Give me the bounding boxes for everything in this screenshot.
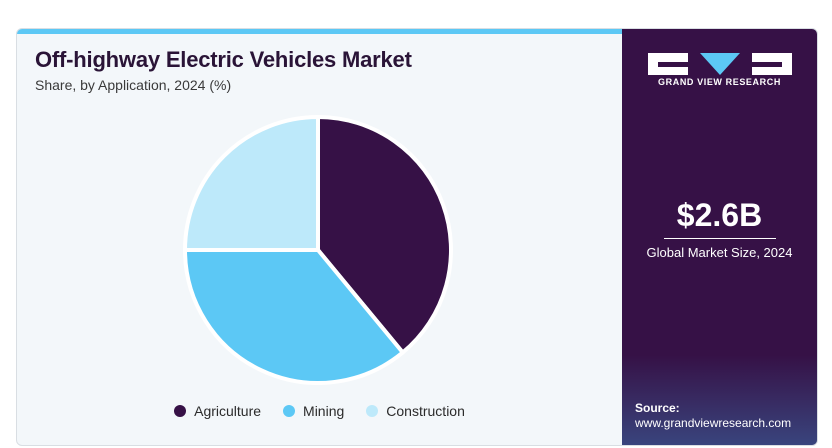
legend-swatch [366,405,379,417]
chart-panel: Off-highway Electric Vehicles Market Sha… [17,29,622,445]
pie-slice-construction [183,115,320,252]
legend-swatch [174,405,187,417]
market-size-label: Global Market Size, 2024 [646,245,793,260]
pie-slice-mining [183,248,405,385]
chart-subtitle: Share, by Application, 2024 (%) [35,77,232,93]
kpi-divider [664,238,776,239]
info-panel: GRAND VIEW RESEARCH $2.6B Global Market … [622,29,817,445]
pie-chart [183,115,453,385]
legend-item-mining: Mining [283,403,344,419]
legend-label: Mining [303,403,345,419]
accent-bar [17,29,622,34]
source-note: Source: www.grandviewresearch.com [635,401,791,431]
legend-label: Agriculture [194,403,262,419]
market-size-value: $2.6B [676,197,763,233]
legend-swatch [283,405,296,417]
chart-card: Off-highway Electric Vehicles Market Sha… [16,28,818,446]
chart-title: Off-highway Electric Vehicles Market [35,47,412,72]
chart-legend: Agriculture Mining Construction [17,403,622,419]
legend-item-construction: Construction [366,403,465,419]
brand-logo [648,53,792,75]
source-label: Source: [635,401,680,415]
logo-triangle [700,53,740,75]
source-url[interactable]: www.grandviewresearch.com [635,416,792,430]
brand-name: GRAND VIEW RESEARCH [658,77,781,87]
pie-slice-agriculture [316,115,453,355]
panel-glow [622,355,817,445]
legend-label: Construction [386,403,465,419]
legend-item-agriculture: Agriculture [174,403,261,419]
